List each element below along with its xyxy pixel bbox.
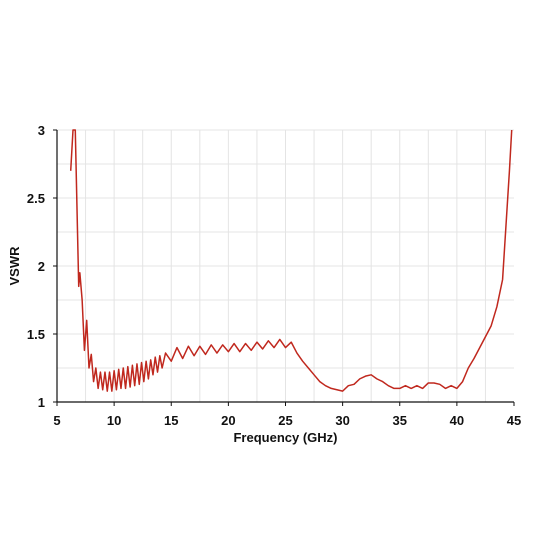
x-tick-label: 10 xyxy=(107,413,121,428)
y-axis-label: VSWR xyxy=(7,246,22,286)
x-axis-label: Frequency (GHz) xyxy=(233,430,337,445)
x-tick-label: 40 xyxy=(450,413,464,428)
x-tick-label: 15 xyxy=(164,413,178,428)
y-tick-label: 3 xyxy=(38,123,45,138)
y-tick-label: 1.5 xyxy=(27,327,45,342)
x-tick-label: 5 xyxy=(53,413,60,428)
axes xyxy=(53,129,515,406)
x-tick-label: 25 xyxy=(278,413,292,428)
plot-area xyxy=(69,129,513,392)
x-tick-label: 45 xyxy=(507,413,521,428)
tick-labels: 5 10 15 20 25 30 35 40 45 1 1.5 2 2.5 3 xyxy=(27,123,521,428)
grid xyxy=(57,129,514,402)
vswr-series-line xyxy=(69,129,513,392)
y-tick-label: 1 xyxy=(38,395,45,410)
x-tick-label: 20 xyxy=(221,413,235,428)
x-tick-label: 35 xyxy=(393,413,407,428)
y-tick-label: 2.5 xyxy=(27,191,45,206)
y-tick-label: 2 xyxy=(38,259,45,274)
x-tick-label: 30 xyxy=(335,413,349,428)
